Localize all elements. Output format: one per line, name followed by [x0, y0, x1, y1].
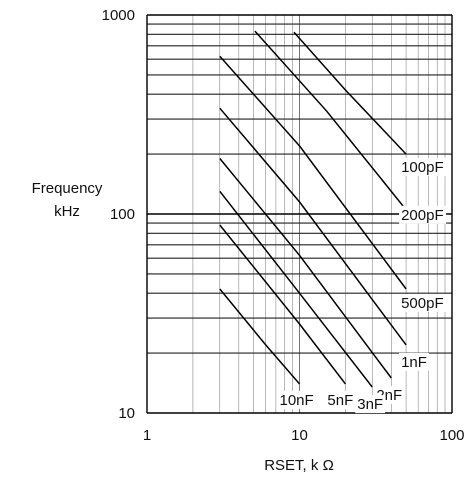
x-tick-label: 100: [439, 427, 464, 444]
series-label-500pf: 500pF: [401, 295, 444, 312]
series-label-1nf: 1nF: [401, 354, 427, 371]
series-curves: [219, 30, 407, 388]
series-label-bg: [399, 205, 447, 224]
series-label-bg: [325, 390, 356, 409]
series-label-10nf: 10nF: [280, 392, 314, 409]
series-label-5nf: 5nF: [327, 392, 353, 409]
series-label-bg: [399, 352, 429, 371]
horizontal-grid: [147, 23, 452, 354]
y-tick-labels: 10 100 1000: [102, 7, 135, 422]
y-tick-label: 1000: [102, 7, 135, 24]
series-line-10nf: [219, 288, 301, 385]
y-axis-label-line2: kHz: [54, 203, 80, 220]
plot-frame: [146, 14, 453, 414]
series-label-bg: [355, 395, 386, 414]
series-label-100pf: 100pF: [401, 159, 444, 176]
series-line-3nf: [219, 190, 373, 388]
x-axis-label: RSET, k Ω: [264, 457, 334, 474]
y-tick-label: 100: [110, 206, 135, 223]
series-line-2nf: [219, 158, 392, 379]
series-line-1nf: [219, 107, 407, 346]
series-line-5nf: [219, 224, 346, 385]
series-label-bg: [277, 390, 316, 409]
series-label-3nf: 3nF: [357, 396, 383, 413]
series-line-100pf: [293, 31, 407, 155]
y-tick-label: 10: [118, 405, 135, 422]
series-label-200pf: 200pF: [401, 207, 444, 224]
series-line-200pf: [254, 30, 407, 211]
x-tick-labels: 1 10 100: [143, 427, 465, 444]
series-line-500pf: [219, 55, 407, 290]
x-tick-label: 1: [143, 427, 151, 444]
series-label-bg: [399, 293, 447, 312]
x-tick-label: 10: [291, 427, 308, 444]
series-label-bg: [399, 158, 447, 177]
y-axis-label-line1: Frequency: [32, 180, 103, 197]
